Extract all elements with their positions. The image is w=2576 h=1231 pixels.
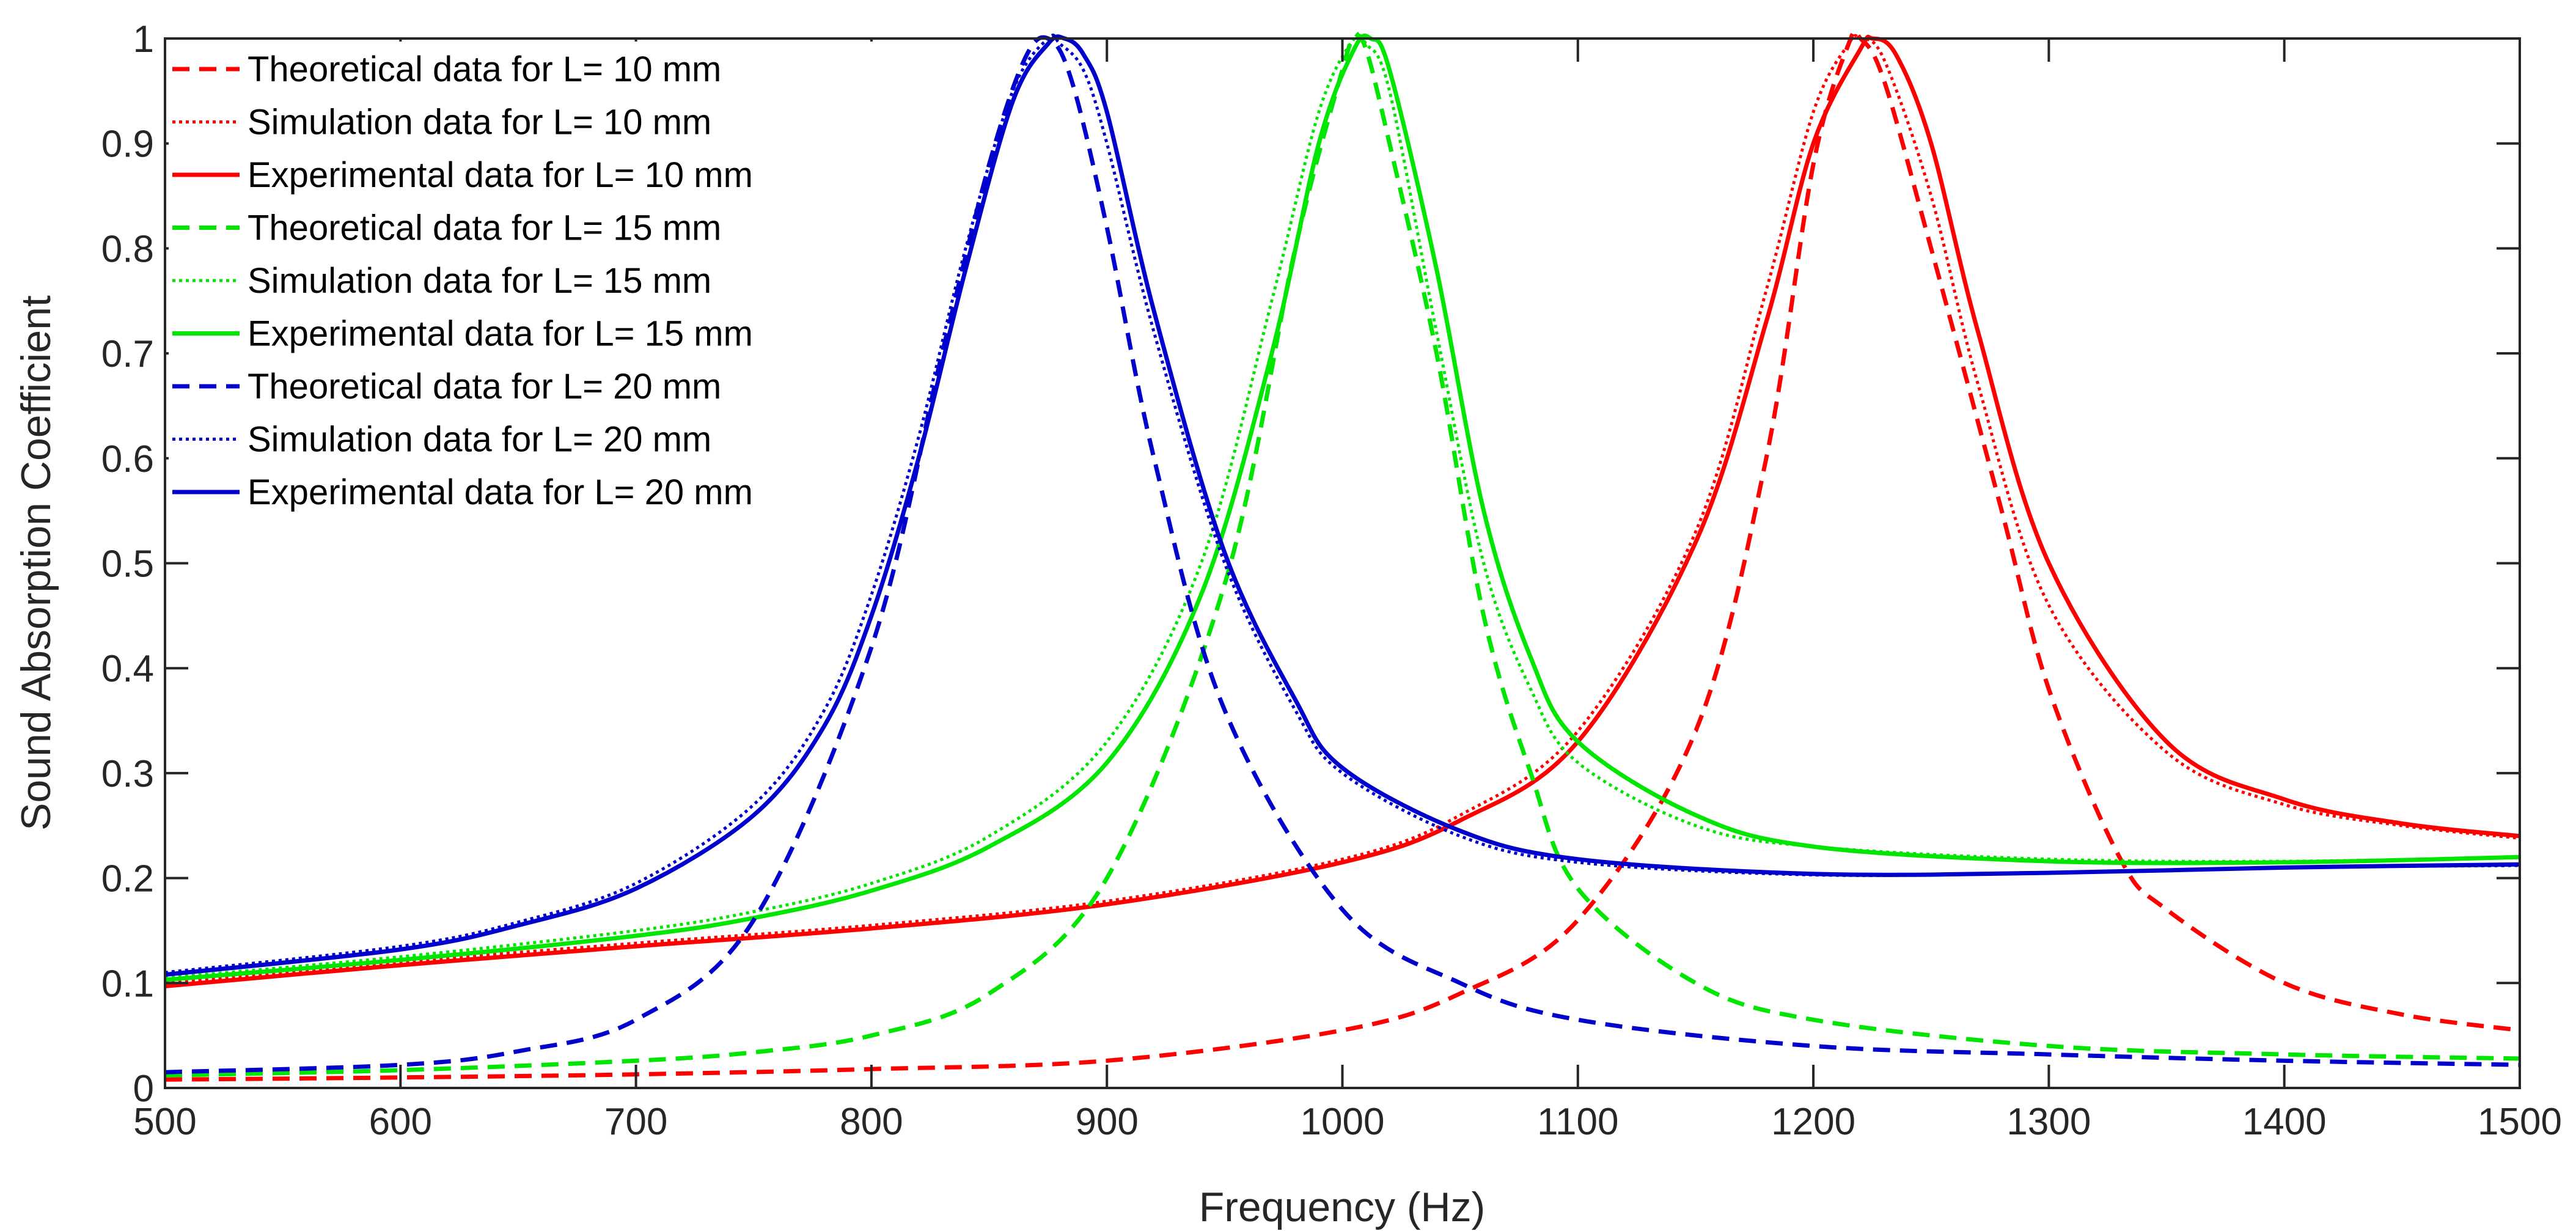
- y-tick-label: 0: [133, 1068, 154, 1110]
- legend-label-1: Simulation data for L= 10 mm: [248, 103, 711, 142]
- x-tick-label: 1400: [2242, 1101, 2327, 1143]
- x-tick-label: 700: [604, 1101, 667, 1143]
- x-tick-label: 1500: [2478, 1101, 2562, 1143]
- series-layer: [164, 29, 2520, 1082]
- series-line-6: [164, 35, 2520, 1075]
- y-tick-label: 0.4: [101, 648, 154, 690]
- legend-label-0: Theoretical data for L= 10 mm: [248, 50, 721, 89]
- axes-layer: 500 600 700 800 900 1000 1100 1200 1300 1400 1500 0…: [101, 18, 2562, 1143]
- x-tick-label: 1200: [1771, 1101, 1855, 1143]
- y-tick-label: 1: [133, 18, 154, 61]
- series-line-7: [164, 34, 2520, 974]
- legend-label-7: Simulation data for L= 20 mm: [248, 420, 711, 460]
- y-tick-label: 0.8: [101, 228, 154, 270]
- x-axis-title: Frequency (Hz): [1199, 1184, 1486, 1230]
- x-tick-label: 800: [840, 1101, 903, 1143]
- x-tick-label: 500: [133, 1101, 196, 1143]
- y-tick-label: 0.1: [101, 963, 154, 1005]
- y-tick-label: 0.6: [101, 438, 154, 480]
- x-tick-label: 600: [369, 1101, 432, 1143]
- x-tick-label: 1300: [2006, 1101, 2091, 1143]
- legend-label-5: Experimental data for L= 15 mm: [248, 314, 753, 354]
- legend-label-4: Simulation data for L= 15 mm: [248, 261, 711, 301]
- y-tick-label: 0.7: [101, 333, 154, 375]
- legend-label-8: Experimental data for L= 20 mm: [248, 472, 753, 512]
- x-tick-label: 900: [1075, 1101, 1138, 1143]
- x-tick-label: 1000: [1301, 1101, 1385, 1143]
- x-tick-label: 1100: [1537, 1101, 1618, 1143]
- series-line-0: [164, 29, 2520, 1082]
- legend-label-3: Theoretical data for L= 15 mm: [248, 208, 721, 248]
- legend-label-2: Experimental data for L= 10 mm: [248, 155, 753, 195]
- series-line-8: [164, 34, 2520, 977]
- series-line-1: [164, 34, 2520, 985]
- legend-label-6: Theoretical data for L= 20 mm: [248, 367, 721, 406]
- series-line-2: [164, 34, 2520, 988]
- series-line-5: [164, 33, 2520, 982]
- legend-background: [169, 42, 884, 511]
- y-axis-title: Sound Absorption Coefficient: [13, 295, 59, 831]
- y-tick-label: 0.3: [101, 753, 154, 795]
- y-tick-label: 0.9: [101, 123, 154, 166]
- y-tick-label: 0.2: [101, 858, 154, 900]
- legend: Theoretical data for L= 10 mm Simulation …: [169, 42, 884, 512]
- y-tick-label: 0.5: [101, 543, 154, 586]
